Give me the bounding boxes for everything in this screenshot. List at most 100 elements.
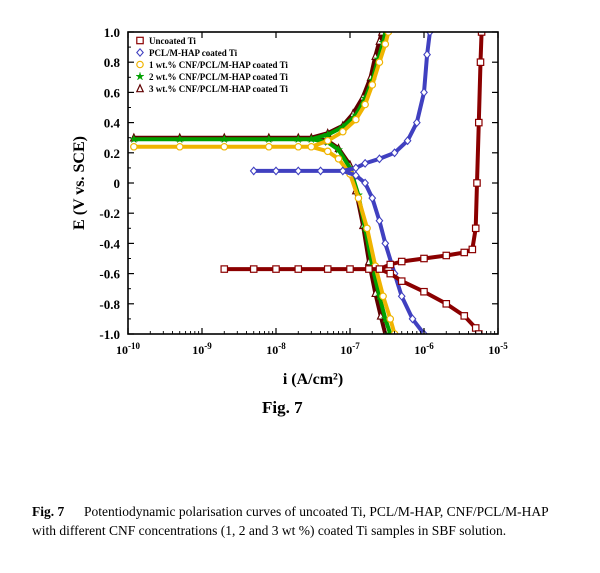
y-tick-label: 0 [114,176,121,191]
y-tick-label: -0.8 [99,297,120,312]
data-point [476,58,485,67]
data-point [375,216,384,226]
data-point [390,148,399,158]
x-tick-label: 10-7 [340,341,360,357]
data-point [307,142,316,151]
y-axis: 1.0 0.8 0.6 0.4 0.2 0 -0.2 -0.4 -0.6 -0.8 -1.0 [99,25,498,342]
data-point [220,265,229,273]
caption-number: Fig. 7 [32,504,65,519]
data-point [334,155,343,163]
data-point [397,277,406,285]
data-point [368,81,377,89]
x-tick-label: 10-6 [414,341,434,357]
data-point [338,166,347,176]
data-point [323,136,332,145]
data-point [220,142,229,151]
data-point [420,87,428,97]
data-point [460,312,469,320]
data-point [473,179,481,187]
x-tick-label: 10-8 [266,341,286,357]
data-point [403,136,412,146]
y-tick-label: 0.4 [104,116,121,131]
data-point [354,194,363,202]
data-point [219,134,230,144]
data-point [306,134,317,144]
legend-marker [136,36,144,45]
data-point [323,265,332,273]
y-tick-label: -0.4 [99,236,120,251]
x-axis-title: i (A/cm²) [283,371,343,388]
y-axis-title: E (V vs. SCE) [71,136,88,230]
polarisation-chart: 1.0 0.8 0.6 0.4 0.2 0 -0.2 -0.4 -0.6 -0.8 -1.0 10-… [71,25,508,388]
figure-caption: Fig. 7 Potentiodynamic polarisation curve… [32,502,572,540]
legend-marker [136,60,144,69]
data-point [442,300,451,308]
data-point [339,127,347,136]
data-point [294,265,303,273]
data-point [249,265,258,273]
data-point [361,158,370,168]
series-pcl-m-hap-coated-ti [249,32,434,334]
caption-text: Potentiodynamic polarisation curves of u… [32,504,549,538]
data-point [361,178,370,188]
data-point [361,100,369,109]
data-point [386,269,395,278]
data-point [442,251,451,260]
data-point [460,248,469,257]
data-point [294,166,303,176]
data-point [412,118,421,128]
legend-marker [136,47,144,58]
y-tick-label: 0.6 [104,85,121,100]
data-point [471,224,480,233]
data-point [397,257,406,266]
data-point [352,115,360,124]
data-point [477,32,486,36]
legend-label: 1 wt.% CNF/PCL/M-HAP coated Ti [149,60,288,70]
data-point [379,292,387,301]
data-point [175,142,184,151]
legend-label: Uncoated Ti [149,36,196,46]
y-tick-label: -0.6 [99,267,120,282]
data-point [293,134,304,144]
series-line-anodic [133,32,391,149]
data-point [376,310,385,320]
data-point [130,142,138,151]
x-tick-label: 10-10 [116,341,140,357]
data-point [420,287,428,296]
y-tick-label: -1.0 [99,327,120,342]
data-point [423,50,431,60]
data-point [375,58,384,67]
data-point [351,170,360,180]
data-point [249,166,258,176]
data-point [408,314,417,324]
legend-marker [135,71,145,81]
figure-label: Fig. 7 [262,398,303,417]
data-point [294,142,303,151]
x-axis: 10-10 10-9 10-8 10-7 10-6 10-5 [116,32,508,357]
data-point [323,147,332,156]
y-tick-label: -0.2 [99,206,120,221]
series-line-cathodic [342,169,426,334]
x-tick-label: 10-9 [192,341,212,357]
legend-label: 3 wt.% CNF/PCL/M-HAP coated Ti [149,84,288,94]
data-point [263,134,274,144]
legend: Uncoated Ti PCL/M-HAP coated Ti 1 wt.% CNF… [135,36,288,94]
data-point [381,238,390,248]
legend-label: 2 wt.% CNF/PCL/M-HAP coated Ti [149,72,288,82]
data-point [174,134,185,144]
data-point [397,291,406,301]
data-point [365,265,373,273]
y-tick-label: 0.8 [104,55,121,70]
data-point [386,260,395,269]
data-point [265,142,273,151]
legend-label: PCL/M-HAP coated Ti [149,48,238,58]
data-point [368,193,377,203]
data-point [346,265,354,273]
data-point [468,245,477,254]
data-point [333,144,344,154]
data-point [322,129,333,139]
y-tick-label: 1.0 [104,25,120,40]
data-point [474,118,483,127]
data-point [363,224,371,233]
data-point [316,166,325,176]
